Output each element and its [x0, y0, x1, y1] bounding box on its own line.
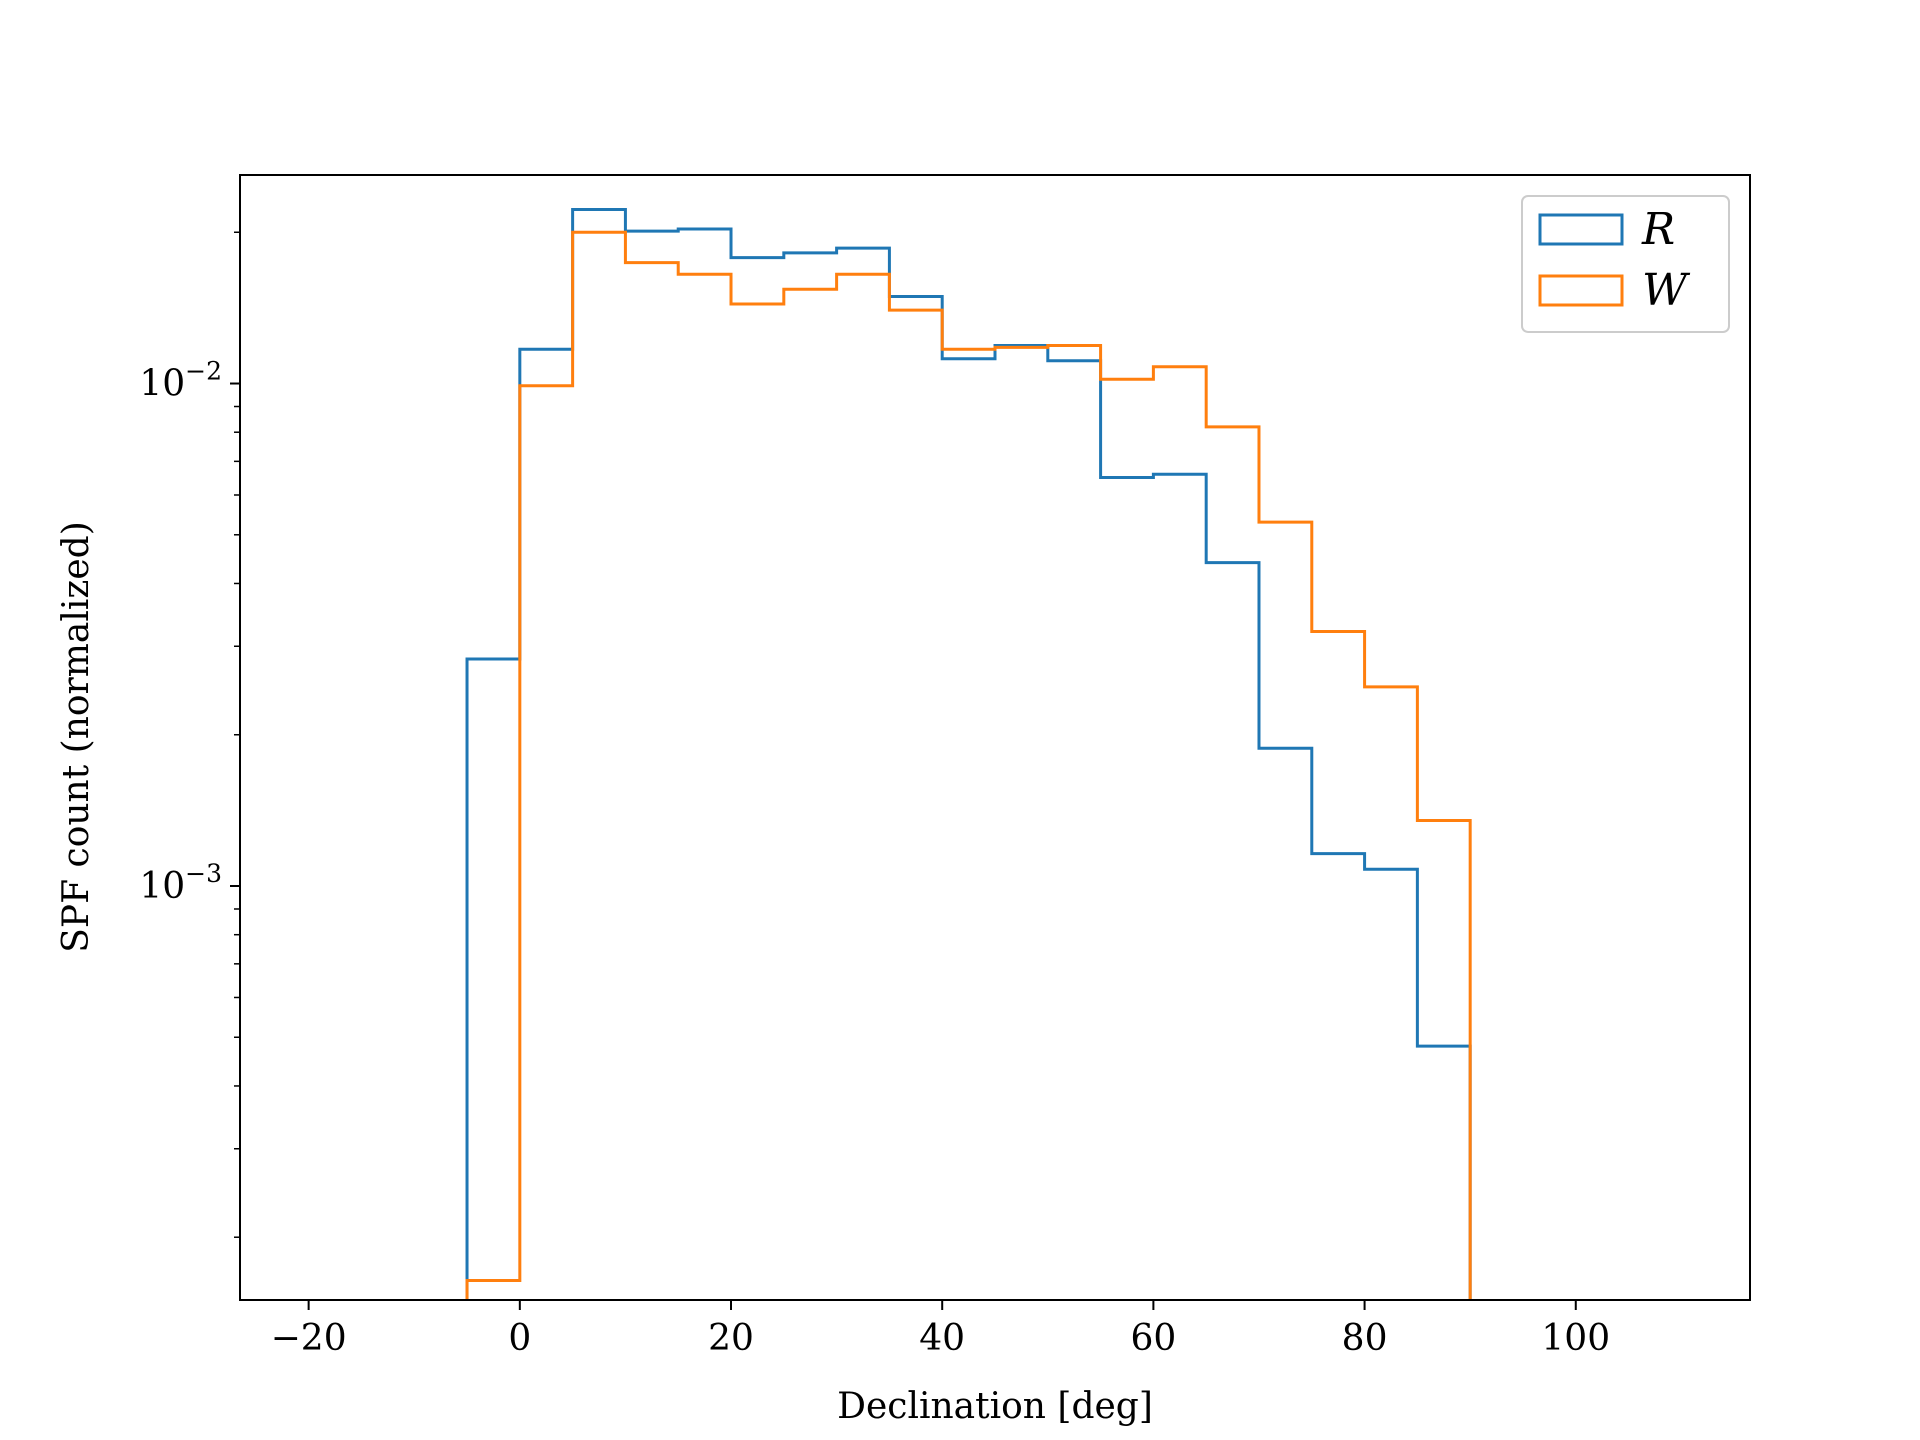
x-tick-label: −20: [271, 1318, 347, 1359]
x-tick-label: 100: [1541, 1318, 1610, 1359]
y-tick-label: 10−2: [139, 357, 222, 405]
x-axis-label: Declination [deg]: [837, 1386, 1153, 1427]
legend-label-r: R: [1641, 204, 1675, 255]
legend: R W: [1521, 195, 1730, 333]
legend-box: [1521, 195, 1730, 333]
legend-label-w: W: [1642, 265, 1691, 316]
x-tick-label: 20: [708, 1318, 754, 1359]
series-r-step-line: [465, 207, 1472, 1300]
plot-frame: [239, 174, 1751, 1301]
legend-swatch-w: [1538, 274, 1624, 307]
series-w-step-line: [465, 230, 1472, 1300]
x-tick-label: 60: [1130, 1318, 1176, 1359]
x-axis: −20 0 20 40 60 80 100: [271, 1300, 1610, 1359]
x-tick-label: 0: [508, 1318, 531, 1359]
legend-swatch-r: [1538, 213, 1624, 246]
y-axis: 10−2 10−3: [139, 231, 240, 1238]
x-tick-label: 80: [1342, 1318, 1388, 1359]
x-tick-label: 40: [919, 1318, 965, 1359]
y-axis-label: SPF count (normalized): [56, 521, 97, 953]
y-tick-label: 10−3: [139, 859, 222, 907]
